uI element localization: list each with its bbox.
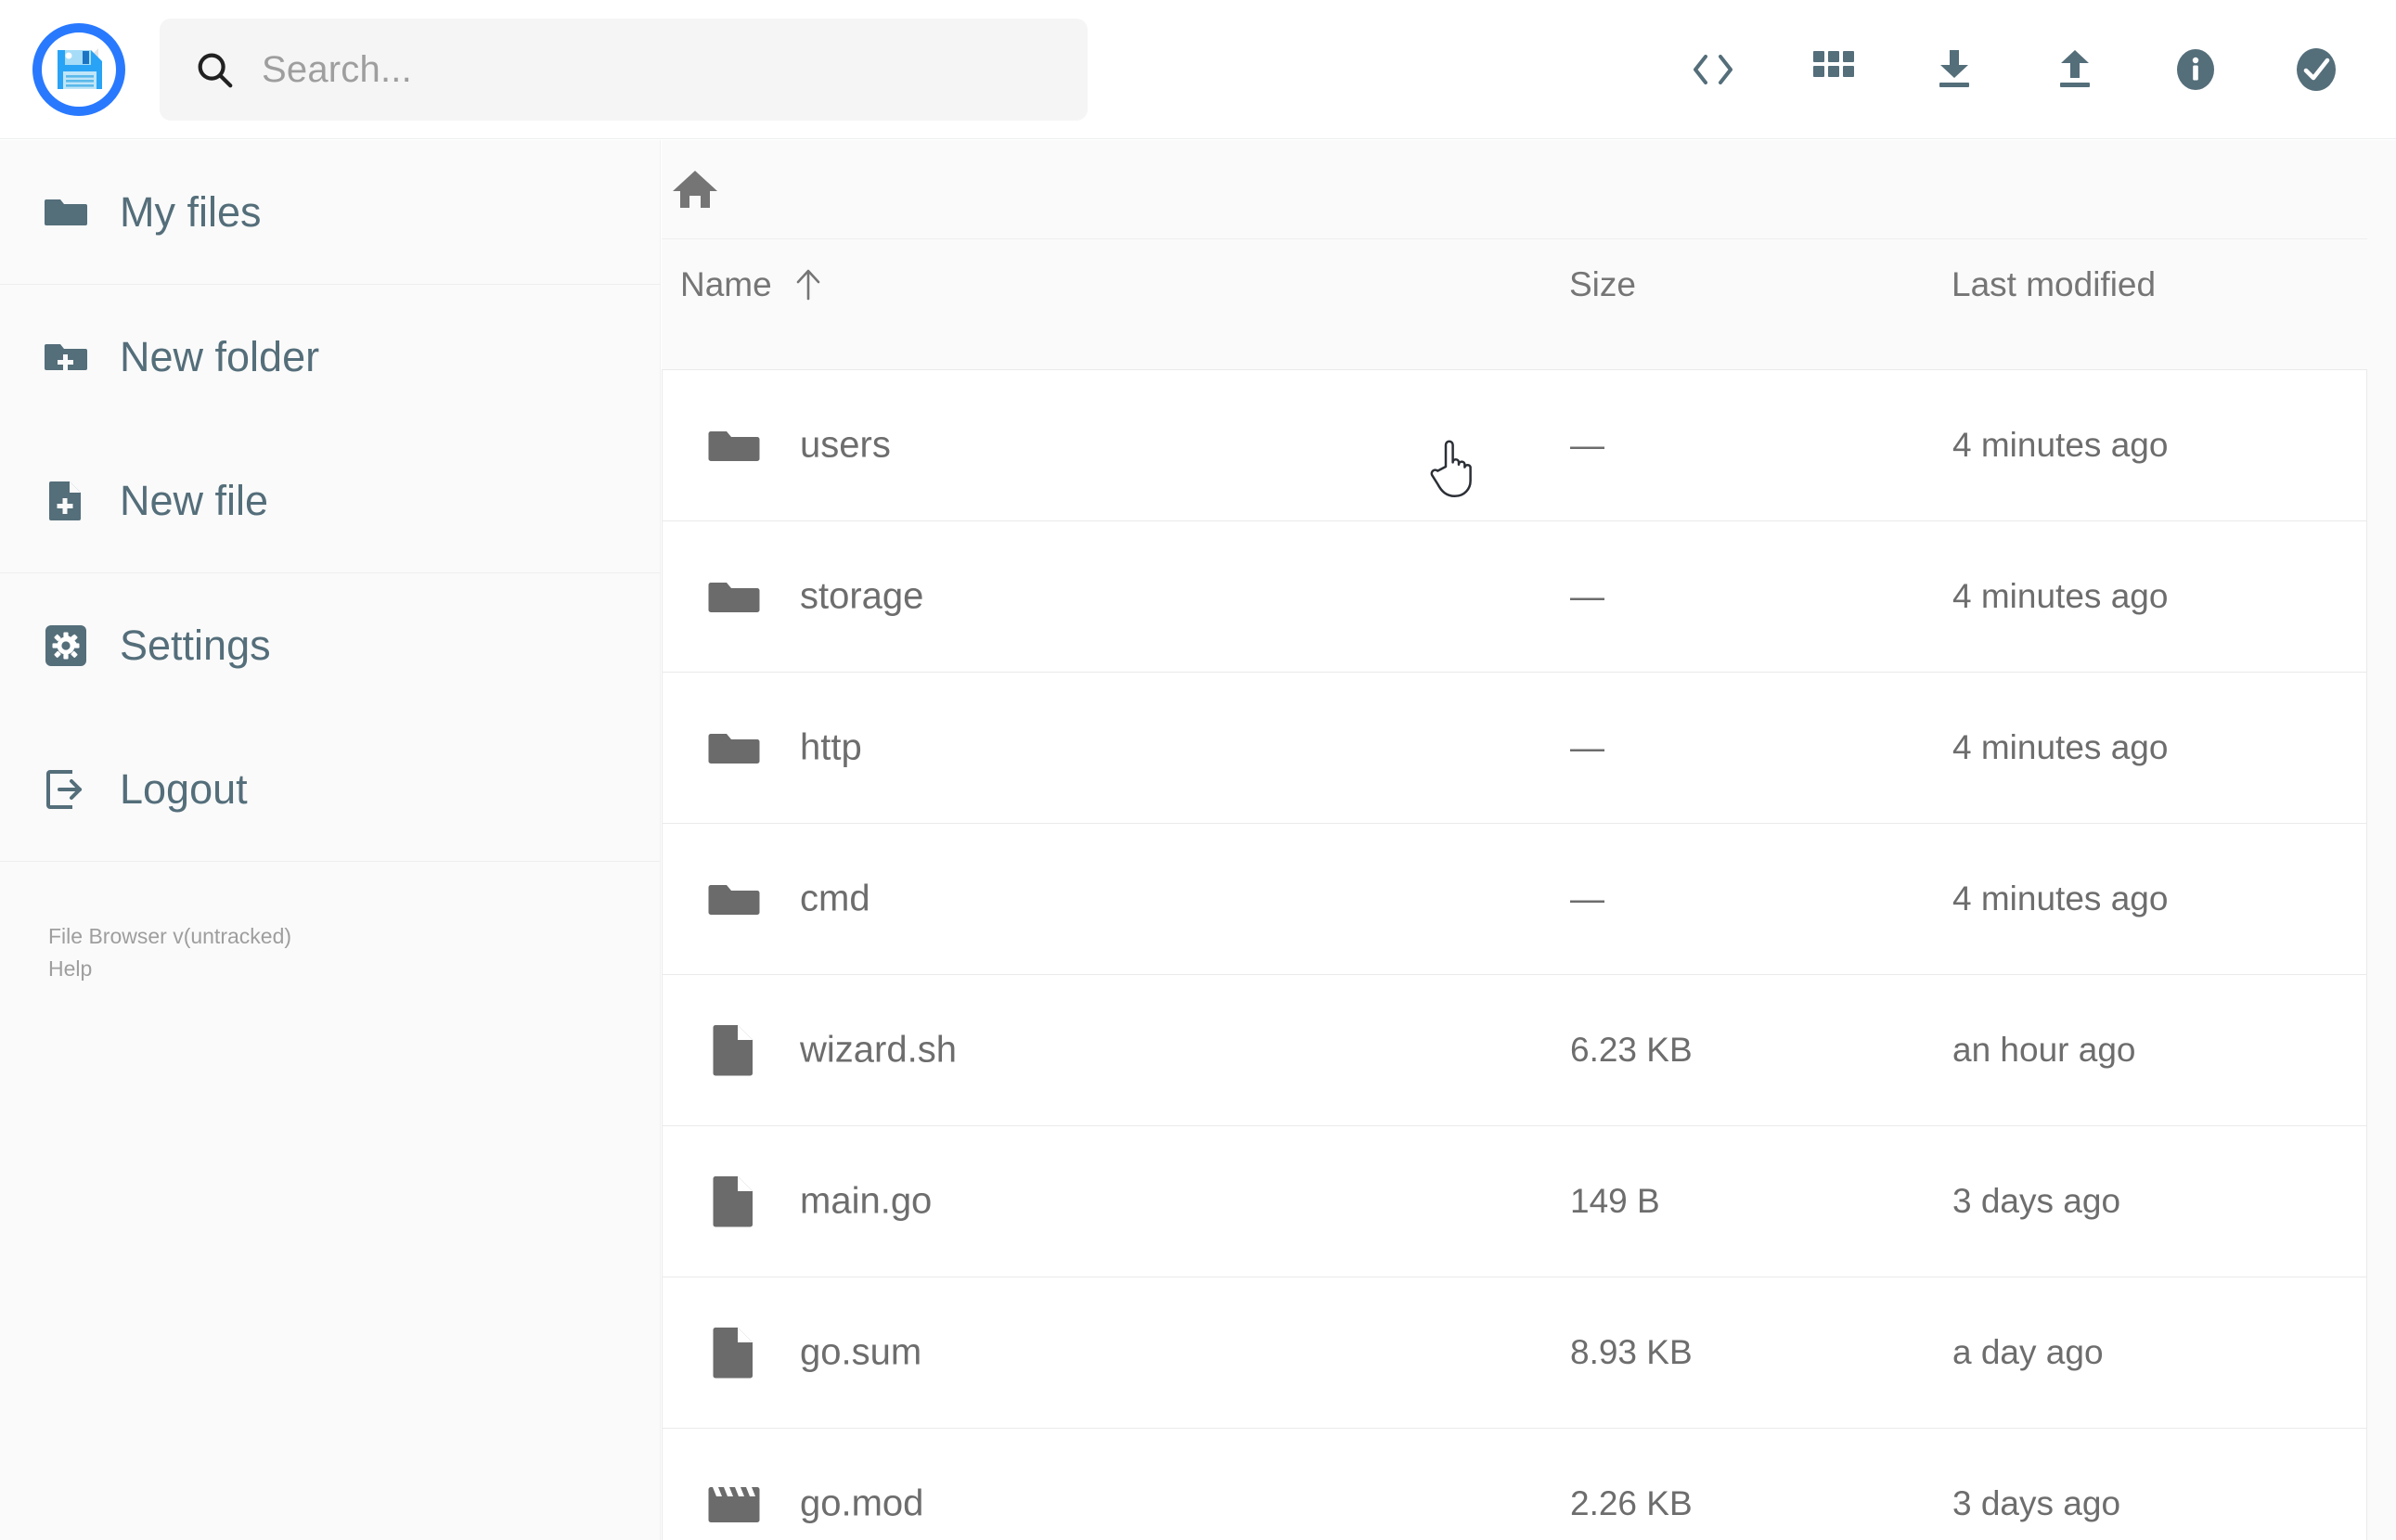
- sidebar-item-label: Logout: [120, 764, 248, 813]
- file-size: 2.26 KB: [1570, 1484, 1693, 1522]
- file-name: users: [800, 424, 891, 466]
- folder-icon: [707, 570, 761, 623]
- sidebar-item-label: New folder: [120, 332, 320, 380]
- code-brackets-icon[interactable]: [1687, 44, 1739, 96]
- file-size: 149 B: [1570, 1182, 1660, 1220]
- file-row[interactable]: go.sum 8.93 KB a day ago: [663, 1277, 2366, 1429]
- breadcrumb: [662, 140, 2396, 238]
- floppy-disk-save-icon: [32, 23, 125, 116]
- file-row[interactable]: main.go 149 B 3 days ago: [663, 1126, 2366, 1277]
- sidebar-credits: File Browser v(untracked) Help: [48, 920, 291, 985]
- file-name: main.go: [800, 1180, 933, 1222]
- file-plus-icon: [42, 477, 90, 525]
- column-header-modified[interactable]: Last modified: [1952, 265, 2156, 304]
- file-name: go.mod: [800, 1482, 924, 1524]
- file-row[interactable]: cmd — 4 minutes ago: [663, 824, 2366, 975]
- file-name: wizard.sh: [800, 1029, 957, 1071]
- movie-icon: [707, 1477, 761, 1531]
- file-name: storage: [800, 575, 924, 617]
- sidebar-item-new-file[interactable]: New file: [0, 429, 660, 572]
- sidebar-item-label: Settings: [120, 621, 271, 669]
- file-icon: [707, 1174, 761, 1228]
- app-version-text: File Browser v(untracked): [48, 924, 292, 948]
- search-placeholder-text: Search...: [262, 48, 412, 90]
- file-modified: 3 days ago: [1952, 1182, 2121, 1220]
- sidebar: My files New folder: [0, 140, 661, 1540]
- sidebar-item-label: My files: [120, 187, 262, 236]
- gear-icon: [42, 622, 90, 670]
- column-header-name-label: Name: [680, 264, 772, 303]
- file-row[interactable]: wizard.sh 6.23 KB an hour ago: [663, 975, 2366, 1126]
- main-content: Name Size Last modified users — 4 minutes …: [662, 140, 2396, 1540]
- file-list: users — 4 minutes ago storage — 4 minutes ago…: [662, 369, 2367, 1540]
- file-row[interactable]: users — 4 minutes ago: [663, 370, 2366, 521]
- file-row[interactable]: go.mod 2.26 KB 3 days ago: [663, 1429, 2366, 1540]
- file-name: http: [800, 726, 862, 768]
- arrow-up-icon: [792, 266, 824, 303]
- file-modified: 4 minutes ago: [1952, 728, 2169, 766]
- sidebar-group-account: Settings Logout: [0, 573, 660, 862]
- file-size: 8.93 KB: [1570, 1333, 1693, 1371]
- file-modified: 4 minutes ago: [1952, 426, 2169, 464]
- sidebar-group-create: New folder New file: [0, 285, 660, 573]
- file-size: —: [1570, 879, 1604, 918]
- folder-icon: [707, 721, 761, 775]
- file-modified: a day ago: [1952, 1333, 2104, 1371]
- file-size: —: [1570, 728, 1604, 766]
- info-circle-icon[interactable]: [2170, 44, 2222, 96]
- app-logo-button[interactable]: [28, 19, 130, 121]
- grid-view-icon[interactable]: [1808, 44, 1860, 96]
- folder-icon: [42, 188, 90, 237]
- file-row[interactable]: http — 4 minutes ago: [663, 673, 2366, 824]
- file-row[interactable]: storage — 4 minutes ago: [663, 521, 2366, 673]
- file-name: go.sum: [800, 1331, 922, 1373]
- file-size: 6.23 KB: [1570, 1031, 1693, 1069]
- search-icon: [198, 53, 233, 88]
- file-size: —: [1570, 577, 1604, 615]
- app-header: Search...: [0, 0, 2396, 139]
- check-circle-icon[interactable]: [2290, 44, 2342, 96]
- column-header-modified-label: Last modified: [1952, 264, 2157, 303]
- file-icon: [707, 1326, 761, 1380]
- file-size: —: [1570, 426, 1604, 464]
- upload-icon[interactable]: [2049, 44, 2101, 96]
- sidebar-group-files: My files: [0, 140, 660, 285]
- sidebar-item-new-folder[interactable]: New folder: [0, 285, 660, 429]
- logout-icon: [42, 765, 90, 814]
- sidebar-item-logout[interactable]: Logout: [0, 717, 660, 861]
- column-header-size[interactable]: Size: [1569, 265, 1636, 304]
- download-icon[interactable]: [1928, 44, 1980, 96]
- search-input[interactable]: Search...: [160, 19, 1088, 121]
- home-icon[interactable]: [666, 160, 724, 218]
- folder-icon: [707, 872, 761, 926]
- file-modified: 3 days ago: [1952, 1484, 2121, 1522]
- file-modified: an hour ago: [1952, 1031, 2136, 1069]
- column-header-size-label: Size: [1569, 264, 1636, 303]
- file-modified: 4 minutes ago: [1952, 879, 2169, 918]
- sidebar-item-my-files[interactable]: My files: [0, 140, 660, 284]
- file-icon: [707, 1023, 761, 1077]
- header-action-bar: [1687, 0, 2342, 139]
- file-modified: 4 minutes ago: [1952, 577, 2169, 615]
- file-name: cmd: [800, 878, 870, 919]
- column-headers: Name Size Last modified: [662, 238, 2367, 329]
- sidebar-item-settings[interactable]: Settings: [0, 573, 660, 717]
- folder-icon: [707, 418, 761, 472]
- help-link[interactable]: Help: [48, 956, 93, 981]
- folder-plus-icon: [42, 333, 90, 381]
- column-header-name[interactable]: Name: [680, 265, 824, 304]
- sidebar-item-label: New file: [120, 476, 269, 524]
